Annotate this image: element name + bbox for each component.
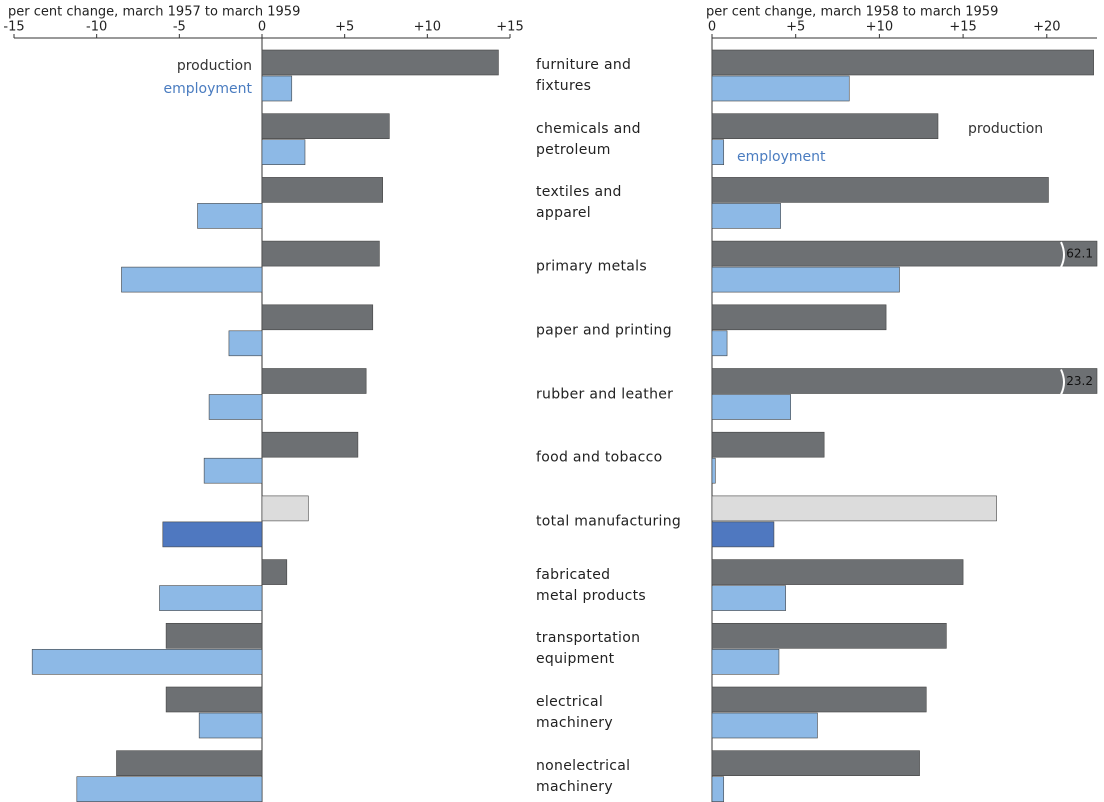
bar [31,648,263,675]
bar [711,177,1049,203]
bar [208,394,263,420]
bar [711,113,939,139]
x-tick-label: -5 [173,20,186,35]
bar [711,495,997,522]
bar [261,304,374,331]
bar [76,776,263,802]
x-tick-label: +5 [335,20,354,35]
bar [711,304,887,331]
legend-label: production [177,58,252,74]
bar [711,368,1098,394]
bar [121,266,263,293]
bar [261,177,383,203]
x-tick-label: -15 [3,20,24,35]
bar [711,776,725,802]
bar [261,495,309,522]
bar [165,622,263,649]
bar [711,712,818,739]
category-label: textiles and apparel [536,184,622,222]
bar [162,521,263,548]
legend-label: production [968,121,1043,137]
x-tick-label: +5 [786,20,805,35]
bar [711,585,786,611]
category-label: primary metals [536,258,647,275]
x-tick-label: -10 [86,20,107,35]
bar [711,622,947,649]
category-label: total manufacturing [536,513,682,530]
bar [261,240,380,267]
x-tick-label: 0 [708,20,716,35]
bar [711,394,791,420]
category-label: paper and printing [536,322,672,339]
category-label: chemicals and petroleum [536,120,641,158]
bar [261,368,367,394]
bar [261,559,288,585]
bar [159,585,263,611]
bar [261,75,293,102]
category-label: food and tobacco [536,449,663,466]
bar [711,240,1098,267]
bar [711,266,900,293]
bar [198,712,263,739]
category-label: nonelectrical machinery [536,757,631,795]
bar [711,330,728,357]
legend-label: employment [737,149,826,165]
bar [711,431,825,458]
bar [711,457,716,484]
category-label: furniture and fixtures [536,57,632,94]
bar [711,750,920,777]
category-label: fabricated metal products [536,566,646,604]
bar [261,139,306,165]
bar [711,203,781,229]
bar [711,521,775,548]
bar [228,330,263,357]
bar [261,431,359,458]
bar [711,686,927,713]
bar [165,686,263,713]
category-label: rubber and leather [536,386,674,402]
x-tick-label: +15 [949,20,976,35]
bar [711,559,964,585]
bar [261,113,390,139]
x-tick-label: +15 [496,20,523,35]
value-label: 62.1 [1066,247,1093,261]
bar [116,750,263,777]
x-tick-label: +10 [414,20,441,35]
x-axis-title: per cent change, march 1957 to march 195… [8,5,300,20]
category-label: electrical machinery [536,694,613,731]
bar [711,139,725,165]
bar-break [1060,241,1065,268]
x-axis-title: per cent change, march 1958 to march 195… [706,5,998,20]
bar [711,75,850,102]
category-label: transportation equipment [536,630,641,668]
bar [197,203,263,229]
bar [261,49,499,76]
x-tick-label: 0 [258,20,266,35]
x-tick-label: +10 [866,20,893,35]
x-tick-label: +20 [1033,20,1060,35]
legend-label: employment [164,81,253,97]
value-label: 23.2 [1066,374,1093,388]
bar [711,648,780,675]
bar [203,457,263,484]
bar-break [1060,369,1065,395]
bar [711,49,1094,76]
